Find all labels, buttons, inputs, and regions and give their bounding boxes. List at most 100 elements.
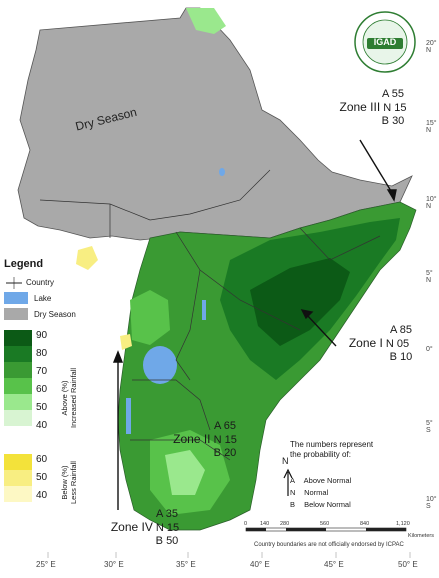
above-swatch-90	[4, 330, 32, 346]
probability-explanation: The numbers represent the probability of…	[290, 440, 373, 460]
lon-50e: 50° E	[398, 560, 418, 569]
north-arrow-icon	[283, 468, 293, 496]
above-value-60: 60	[36, 384, 48, 395]
explanation-key-b: B	[290, 500, 296, 509]
scale-tick-280: 280	[280, 521, 290, 527]
legend-lake: Lake	[4, 292, 51, 304]
below-swatch-40	[4, 486, 32, 502]
below-side-label-1: Below (%)	[60, 465, 69, 500]
scale-tick-0: 0	[244, 521, 248, 527]
above-swatch-40	[4, 410, 32, 426]
scale-tick-1120: 1,120	[396, 521, 410, 527]
lat-5s: 5° S	[426, 420, 433, 434]
zone-i-deep	[250, 258, 350, 346]
zone-iv-name: Zone IV	[110, 520, 153, 534]
scale-tick-840: 840	[360, 521, 370, 527]
lat-20n: 20° N	[426, 40, 437, 54]
scale-bar	[245, 527, 407, 532]
explanation-key-n: N	[290, 488, 296, 497]
below-normal-patch-north	[76, 246, 98, 270]
zone-iv-below: B 50	[155, 535, 179, 547]
igad-logo	[354, 11, 416, 73]
legend-country-label: Country	[26, 278, 55, 287]
disclaimer: Country boundaries are not officially en…	[254, 542, 404, 548]
explanation-item-n: N Normal	[290, 488, 328, 497]
explanation-line-2: the probability of:	[290, 450, 351, 459]
above-value-90: 90	[36, 330, 48, 341]
legend-lake-label: Lake	[34, 293, 52, 303]
scale-tick-560: 560	[320, 521, 330, 527]
below-normal-patch-west	[120, 334, 132, 350]
zone-iii-below: B 30	[381, 115, 405, 127]
zone-i-above: A 85	[389, 324, 413, 336]
zone-ii-name: Zone II	[173, 432, 211, 446]
zone-i-normal: N 05	[385, 338, 410, 350]
above-value-70: 70	[36, 366, 48, 377]
lon-30e: 30° E	[104, 560, 124, 569]
below-side-label-2: Less Rainfall	[69, 461, 78, 504]
above-swatch-80	[4, 346, 32, 362]
light-green-patch-west	[130, 290, 170, 345]
lake-victoria	[143, 346, 177, 384]
zone-i-name: Zone I	[348, 336, 383, 350]
explanation-text-b: Below Normal	[304, 500, 351, 509]
below-value-40: 40	[36, 490, 48, 501]
explanation-line-1: The numbers represent	[290, 440, 374, 449]
pale-green-patch	[165, 450, 205, 495]
legend-dry: Dry Season	[4, 308, 76, 320]
explanation-item-a: A Above Normal	[290, 476, 351, 485]
above-side-label: Above (%) Increased Rainfall	[60, 368, 78, 428]
zone-iv-normal: N 15	[155, 522, 180, 534]
explanation-text-a: Above Normal	[303, 476, 352, 485]
scale-unit: Kilometers	[408, 533, 434, 539]
lat-0: 0°	[426, 346, 433, 353]
igad-logo-text: IGAD	[373, 37, 397, 47]
above-scale	[4, 330, 32, 426]
zone-ii-above: A 65	[213, 420, 237, 432]
above-swatch-50	[4, 394, 32, 410]
green-strip-north	[186, 8, 226, 34]
zone-iii-label: A 55 Zone III N 15 B 30	[328, 88, 418, 128]
explanation-item-b: B Below Normal	[290, 500, 351, 509]
explanation-text-n: Normal	[304, 488, 329, 497]
lon-45e: 45° E	[324, 560, 344, 569]
legend-title: Legend	[4, 258, 44, 270]
zone-iv-above: A 35	[155, 508, 179, 520]
lat-10n: 10° N	[426, 196, 437, 210]
zone-i-below: B 10	[389, 351, 413, 363]
below-scale	[4, 454, 32, 502]
scale-tick-140: 140	[260, 521, 270, 527]
lon-25e: 25° E	[36, 560, 56, 569]
lon-35e: 35° E	[176, 560, 196, 569]
zone-ii-below: B 20	[213, 447, 237, 459]
above-swatch-70	[4, 362, 32, 378]
zone-iii-name: Zone III	[339, 100, 381, 114]
below-value-50: 50	[36, 472, 48, 483]
lon-40e: 40° E	[250, 560, 270, 569]
lake-turkana	[202, 300, 206, 320]
above-value-50: 50	[36, 402, 48, 413]
below-swatch-50	[4, 470, 32, 486]
zone-iii-normal: N 15	[383, 102, 407, 114]
north-label: N	[282, 456, 289, 466]
above-side-label-2: Increased Rainfall	[69, 367, 78, 428]
lat-5n: 5° N	[426, 270, 433, 284]
legend-lake-swatch	[4, 292, 28, 304]
zone-arrows	[112, 139, 397, 510]
zone-iii-above: A 55	[381, 88, 405, 100]
explanation-key-a: A	[290, 476, 296, 485]
zone-ii-normal: N 15	[213, 434, 237, 446]
above-value-80: 80	[36, 348, 48, 359]
lat-10s: 10° S	[426, 496, 437, 510]
zone-ii-label: A 65 Zone II N 15 B 20	[160, 420, 250, 460]
grid-ticks	[47, 552, 411, 558]
legend-dry-swatch	[4, 308, 28, 320]
lake-tana	[219, 168, 225, 176]
above-value-40: 40	[36, 420, 48, 431]
above-swatch-60	[4, 378, 32, 394]
above-side-label-1: Above (%)	[60, 380, 69, 416]
zone-iv-label: A 35 Zone IV N 15 B 50	[100, 508, 190, 548]
lat-15n: 15° N	[426, 120, 437, 134]
country-borders	[39, 169, 381, 461]
